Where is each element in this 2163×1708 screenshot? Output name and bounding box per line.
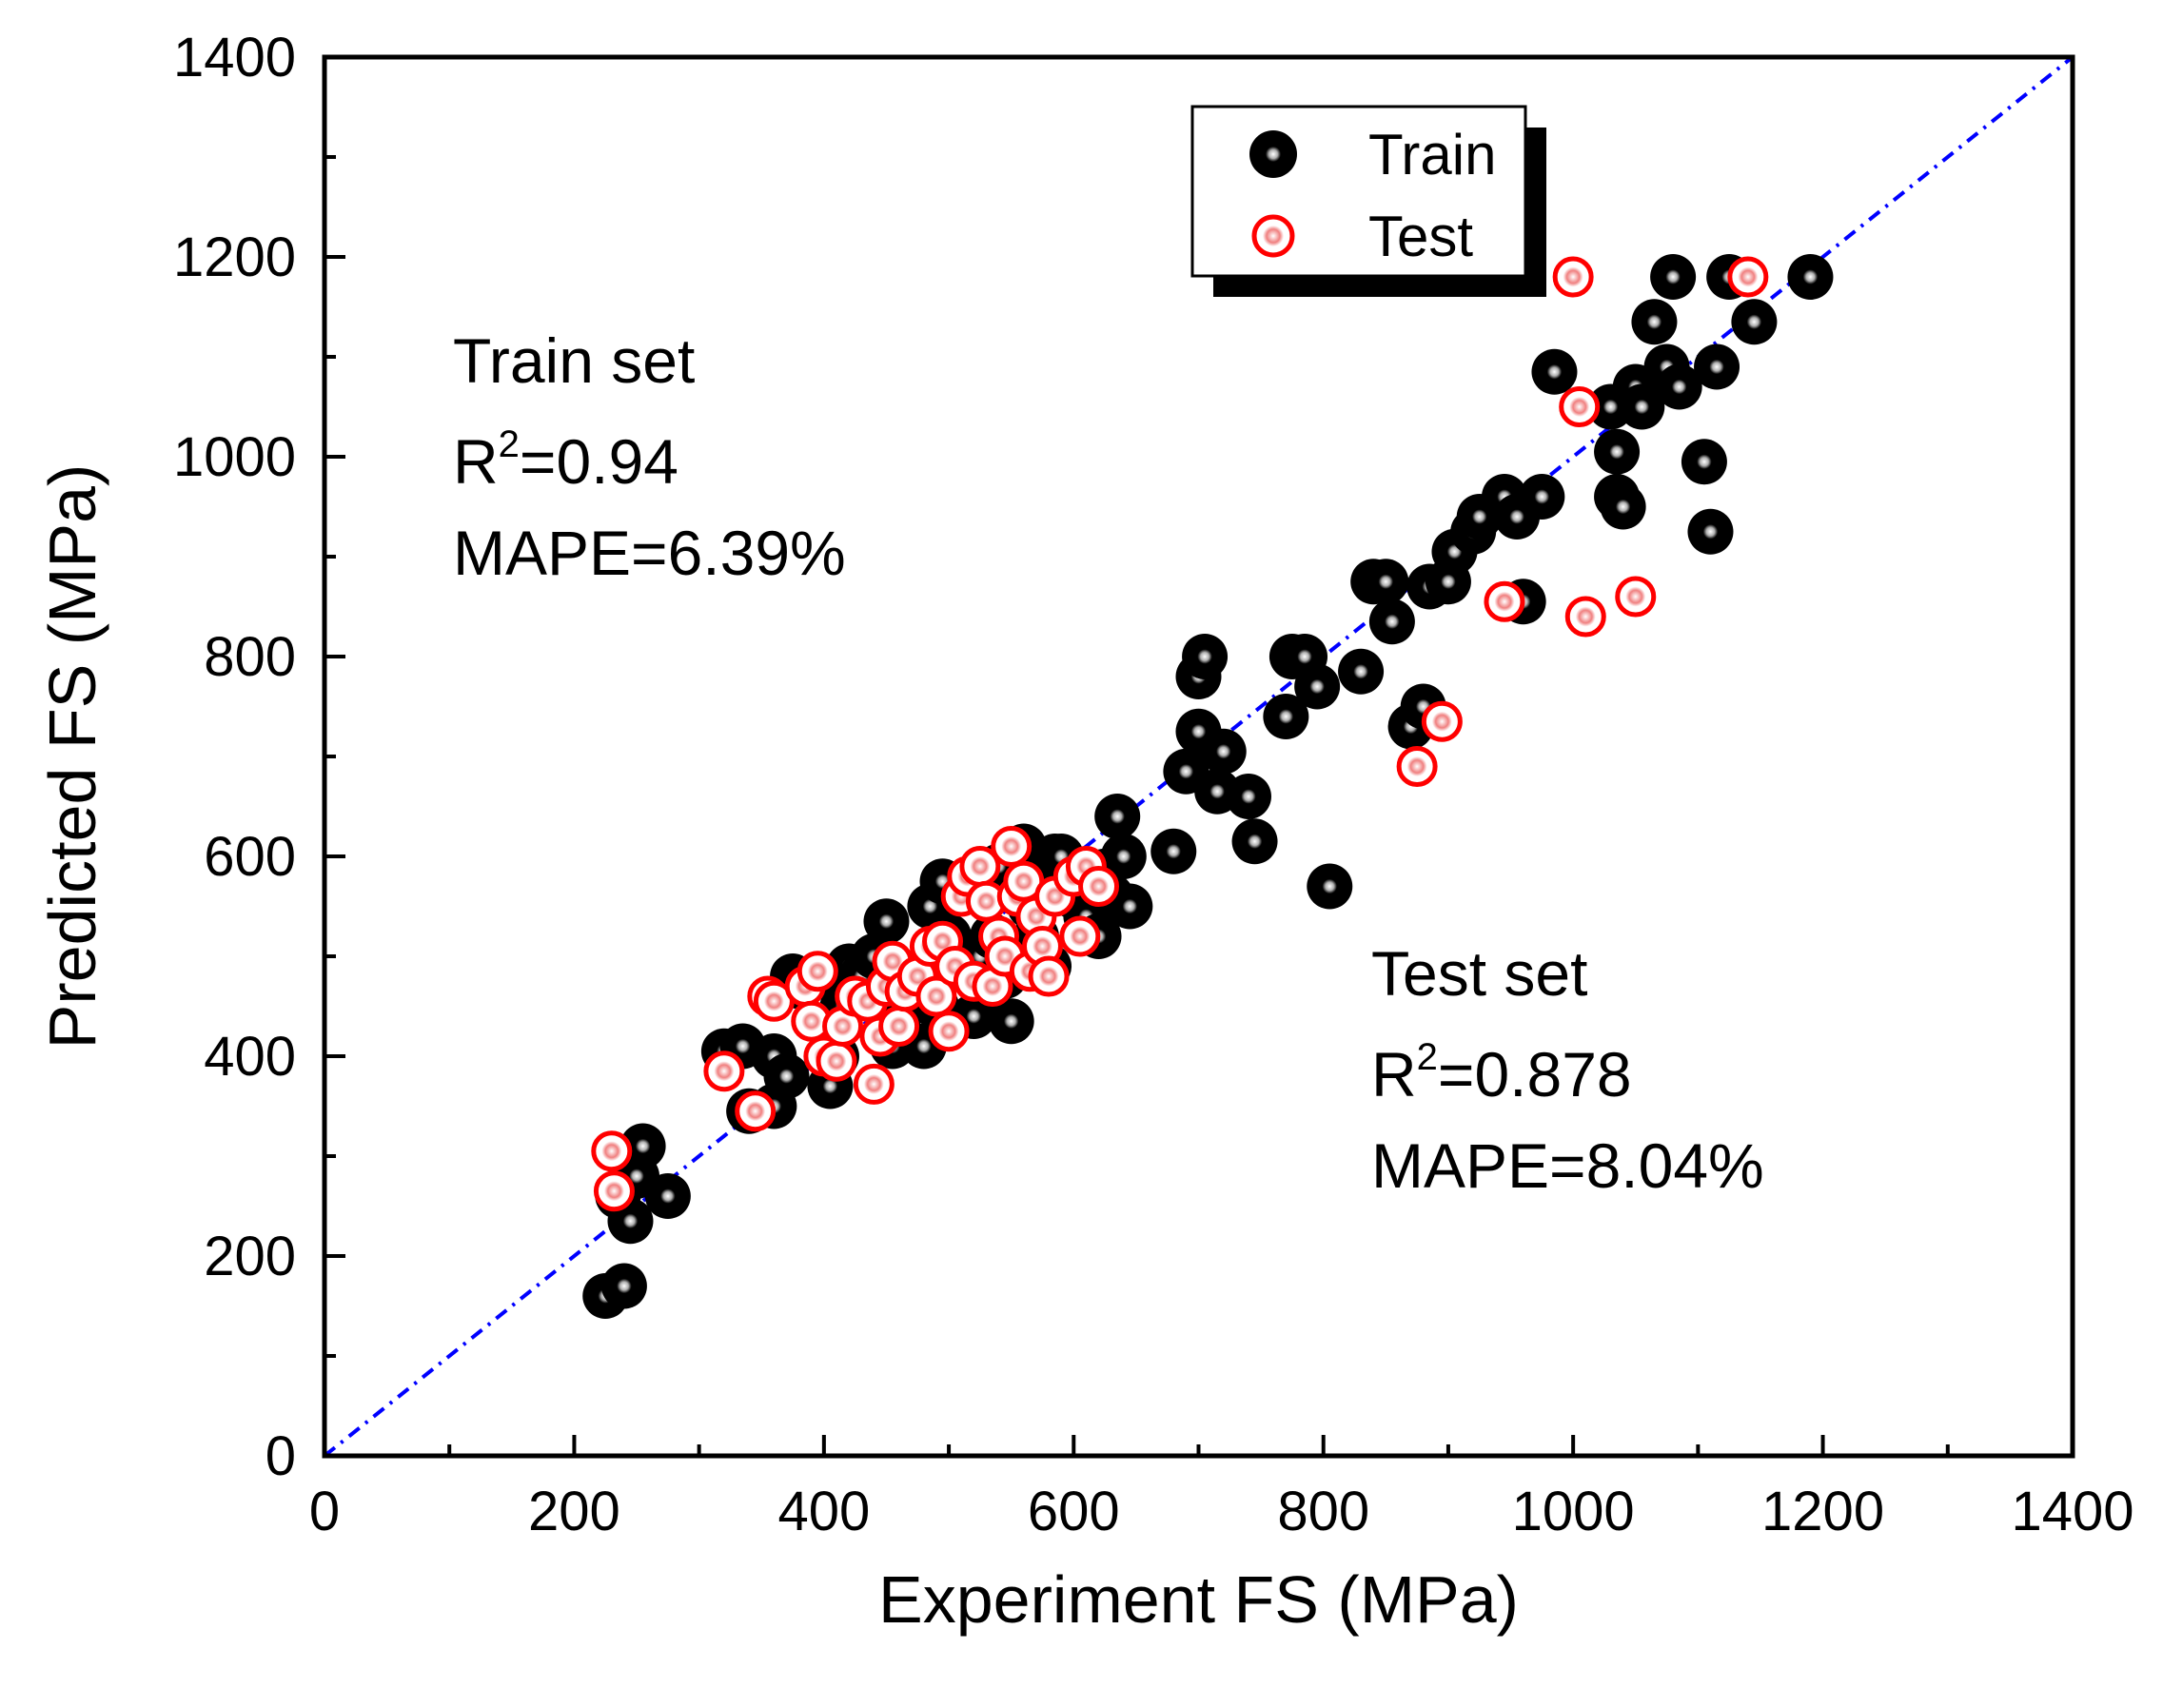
test-point (1078, 866, 1120, 907)
y-tick-label: 800 (204, 626, 296, 688)
test-point (1559, 386, 1601, 427)
y-tick-label: 0 (265, 1425, 296, 1487)
test-point (593, 1170, 635, 1212)
train-point (1600, 483, 1646, 530)
test-point (591, 1130, 633, 1172)
x-tick-label: 1400 (2011, 1481, 2134, 1542)
test-point (1028, 955, 1070, 997)
legend-test-marker (1251, 214, 1295, 258)
test-point (735, 1090, 777, 1132)
train-point (600, 1263, 647, 1309)
x-tick-label: 200 (528, 1481, 620, 1542)
test-set-heading: Test set (1371, 938, 1587, 1009)
train-point (1731, 299, 1778, 345)
test-point (853, 1063, 895, 1105)
reference-line (323, 55, 2075, 1458)
test-mape: MAPE=8.04% (1371, 1130, 1764, 1201)
x-tick-label: 0 (309, 1481, 340, 1542)
test-point (1421, 700, 1463, 742)
test-point (878, 1006, 920, 1047)
train-point (1263, 694, 1309, 739)
legend-train-label: Train (1368, 123, 1496, 187)
train-point (763, 1053, 810, 1099)
test-r2: R2=0.878 (1371, 1036, 1632, 1109)
train-stats: Train set R2=0.94 MAPE=6.39% (453, 325, 846, 588)
x-tick-label: 600 (1028, 1481, 1120, 1542)
test-point (796, 951, 838, 992)
train-r2-value: =0.94 (520, 426, 678, 497)
test-point (703, 1050, 745, 1092)
train-point (1100, 834, 1147, 879)
train-point (1531, 348, 1578, 395)
train-r2-sup: 2 (499, 423, 520, 465)
train-point (1694, 344, 1740, 390)
train-point (1107, 883, 1153, 930)
train-point (1338, 648, 1385, 695)
x-tick-label: 800 (1277, 1481, 1369, 1542)
x-tick-label: 1200 (1761, 1481, 1884, 1542)
train-r2-prefix: R (453, 426, 499, 497)
train-point (1787, 254, 1834, 300)
test-point (991, 826, 1032, 867)
train-point (1650, 254, 1697, 300)
test-point (915, 975, 957, 1017)
train-point (1150, 828, 1197, 874)
train-point (1094, 794, 1141, 839)
y-tick-label: 200 (204, 1226, 296, 1287)
test-r2-prefix: R (1371, 1039, 1417, 1109)
test-point (1615, 576, 1657, 618)
legend: Train Test (1190, 105, 1546, 297)
train-point (644, 1173, 691, 1219)
train-point (1368, 599, 1415, 645)
y-tick-label: 1000 (173, 426, 296, 488)
y-tick-label: 1400 (173, 27, 296, 88)
train-point (1631, 299, 1678, 345)
train-point (863, 898, 910, 945)
y-tick-label: 600 (204, 826, 296, 888)
x-axis-title: Experiment FS (MPa) (878, 1562, 1519, 1637)
train-point (1225, 774, 1271, 819)
test-r2-sup: 2 (1417, 1036, 1438, 1078)
legend-train-marker (1249, 130, 1297, 178)
train-set-heading: Train set (453, 325, 695, 396)
train-mape: MAPE=6.39% (453, 518, 846, 588)
train-point (1294, 663, 1341, 710)
train-point (1687, 508, 1734, 555)
train-point (988, 998, 1034, 1045)
x-tick-label: 400 (777, 1481, 870, 1542)
train-point (1656, 363, 1702, 410)
train-point (1594, 428, 1641, 475)
y-tick-label: 400 (204, 1026, 296, 1088)
train-point (619, 1123, 666, 1169)
x-tick-label: 1000 (1512, 1481, 1635, 1542)
train-point (1681, 439, 1727, 485)
test-point (1396, 746, 1438, 787)
y-axis-title: Predicted FS (MPa) (35, 464, 109, 1050)
train-r2: R2=0.94 (453, 423, 678, 497)
test-point (816, 1040, 857, 1082)
test-point (1564, 596, 1606, 638)
train-point (1231, 818, 1278, 865)
test-point (1552, 256, 1594, 298)
y-tick-label: 1200 (173, 226, 296, 288)
axis-ticks: 0 200 400 600 800 1000 1200 1400 0 200 400 600 800 10… (173, 27, 2134, 1542)
test-point (1059, 915, 1101, 957)
test-stats: Test set R2=0.878 MAPE=8.04% (1371, 938, 1764, 1201)
test-r2-value: =0.878 (1438, 1039, 1632, 1109)
train-point (1307, 863, 1353, 910)
train-point (1519, 474, 1565, 520)
test-point (1484, 580, 1525, 622)
train-point (1619, 383, 1665, 430)
legend-box (1190, 105, 1527, 278)
train-point (1363, 559, 1409, 605)
train-point (1200, 728, 1247, 775)
test-point (928, 1011, 970, 1052)
test-point (1727, 256, 1769, 298)
train-point (1182, 634, 1229, 679)
legend-test-label: Test (1368, 205, 1473, 268)
data-points (582, 254, 1834, 1319)
